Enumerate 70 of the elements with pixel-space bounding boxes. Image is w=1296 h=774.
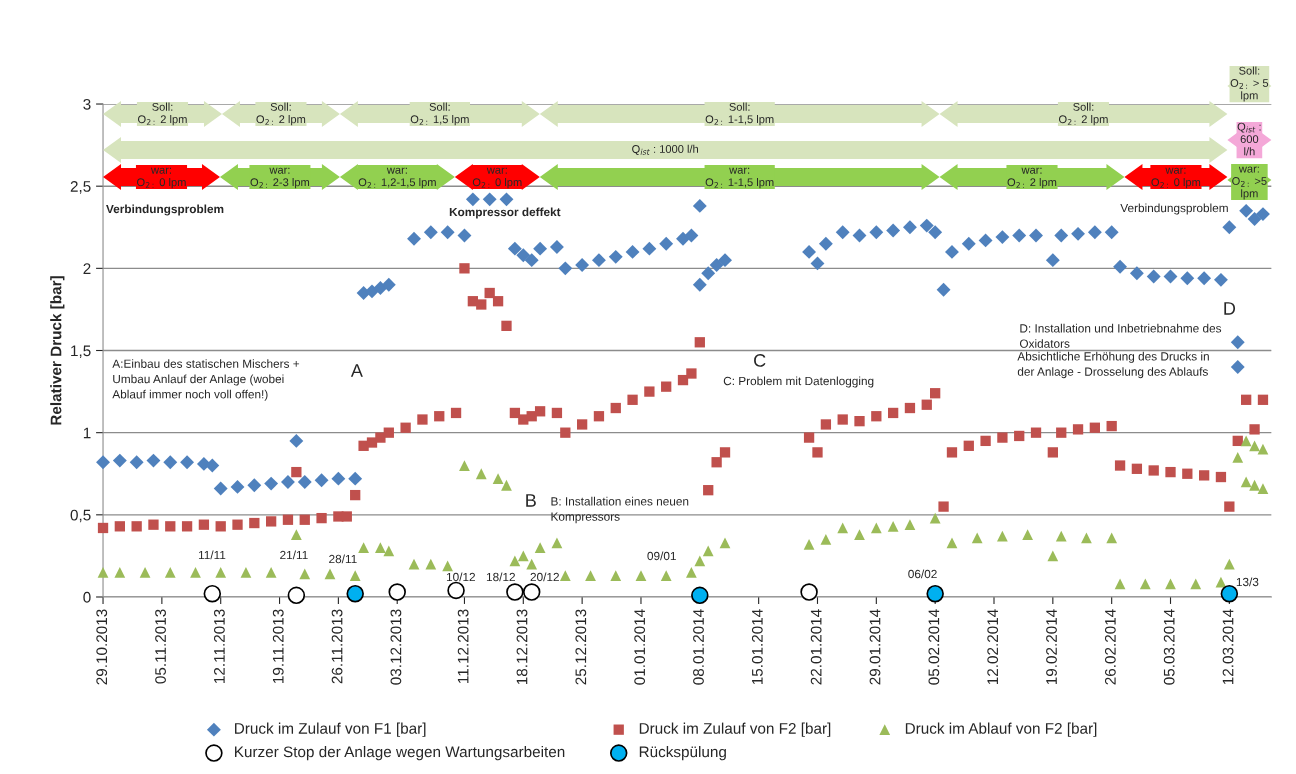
x-tick-label: 26.11.2013 <box>331 609 343 684</box>
annotation: 11/11 <box>198 550 226 560</box>
annotation: Absichtliche Erhöhung des Drucks in der Anlage - Drosselung des Ablaufs <box>1017 351 1209 379</box>
x-tick-label: 19.11.2013 <box>272 609 284 683</box>
legend-label: Druck im Zulauf von F2 [bar] <box>639 722 831 737</box>
legend-label: Rückspülung <box>639 746 726 761</box>
y-tick-label: 0 <box>83 591 91 603</box>
y-tick-label: 1 <box>83 427 91 439</box>
annotation: war: O$_{2:}$ 2 lpm <box>1007 167 1057 189</box>
annotation: B <box>526 494 536 507</box>
annotation: D <box>1224 302 1236 315</box>
y-tick-label: 3 <box>83 98 91 110</box>
annotation: Kompressor deffekt <box>449 207 561 219</box>
x-tick-label: 12.02.2014 <box>987 609 999 685</box>
x-tick-label: 25.12.2013 <box>575 609 587 685</box>
annotation: war: O$_{2:}$ 0 lpm <box>1151 167 1201 189</box>
y-tick-label: 0,5 <box>70 509 91 523</box>
annotation: war: O$_{2:}$ 0 lpm <box>472 167 522 189</box>
text: Soll: O$_{2:}$ > 5 lpm <box>1230 66 1269 102</box>
x-tick-label: 08.01.2014 <box>693 609 704 685</box>
y-axis-title: Relativer Druck [bar] <box>50 276 65 425</box>
annotation: war: O$_{2:}$ >5 lpm <box>1232 166 1267 200</box>
annotation: 10/12 <box>446 572 476 582</box>
annotation: war: O$_{2:}$ 2-3 lpm <box>250 167 310 189</box>
x-tick-label: 12.11.2013 <box>213 609 225 683</box>
legend-label: Druck im Zulauf von F1 [bar] <box>235 722 426 737</box>
x-tick-label: 19.02.2014 <box>1046 609 1057 685</box>
x-tick-label: 12.03.2014 <box>1222 609 1234 685</box>
legend-label: Kurzer Stop der Anlage wegen Wartungsarbeiten <box>235 746 565 761</box>
y-tick-label: 2 <box>83 263 91 274</box>
x-tick-label: 29.10.2013 <box>96 609 108 685</box>
y-tick-label: 2,5 <box>70 181 91 194</box>
annotation: C: Problem mit Datenlogging <box>723 376 874 388</box>
annotation: 20/12 <box>530 572 559 582</box>
x-tick-label: 26.02.2014 <box>1104 609 1116 685</box>
annotation: 21/11 <box>280 550 308 560</box>
annotation: Q$_{ist}$ : 600 l/h <box>1237 122 1261 156</box>
x-tick-label: 18.12.2013 <box>516 609 528 685</box>
annotation: B: Installation eines neuen Kompressors <box>551 496 689 524</box>
x-tick-label: 15.01.2014 <box>751 609 763 685</box>
x-tick-label: 29.01.2014 <box>869 609 881 685</box>
annotation: Verbindungsproblem <box>106 204 224 216</box>
x-tick-label: 05.02.2014 <box>928 609 940 685</box>
annotation: 28/11 <box>329 554 357 564</box>
annotation: A:Einbau des statischen Mischers + Umbau Anlauf der Anlage (wobei Ablauf immer noch voll offen!) <box>112 359 300 401</box>
annotation: Soll: O$_{2:}$ 2 lpm <box>1059 102 1108 126</box>
annotation: 06/02 <box>908 569 937 579</box>
text: war: O$_{2:}$ 1-1,5 lpm <box>705 167 774 189</box>
annotation: Q$_{ist}$ : 1000 l/h <box>632 144 698 155</box>
x-tick-label: 11.12.2013 <box>457 609 469 683</box>
legend-label: Druck im Ablauf von F2 [bar] <box>905 722 1097 737</box>
annotation: 09/01 <box>647 551 676 561</box>
annotation: 13/3 <box>1236 577 1259 587</box>
annotation: D: Installation und Inbetriebnahme des Oxidators <box>1019 323 1222 348</box>
annotation: 18/12 <box>486 572 515 582</box>
y-tick-label: 1,5 <box>71 345 91 358</box>
text: Soll: O$_{2:}$ 1-1,5 lpm <box>705 102 774 126</box>
annotation: C <box>754 354 766 367</box>
annotation: A <box>350 364 363 377</box>
x-tick-label: 05.11.2013 <box>155 609 166 684</box>
annotation: Verbindungsproblem <box>1120 203 1228 215</box>
text: war: O$_{2:}$ 1,2-1,5 lpm <box>358 167 436 189</box>
x-tick-label: 22.01.2014 <box>810 609 822 685</box>
x-tick-label: 05.03.2014 <box>1163 609 1175 685</box>
annotation: war: O$_{2:}$ 0 lpm <box>137 167 186 189</box>
annotation: Soll: O$_{2:}$ 2 lpm <box>138 102 187 126</box>
x-tick-label: 03.12.2013 <box>390 609 402 685</box>
x-tick-label: 01.01.2014 <box>634 609 646 685</box>
annotation: Soll: O$_{2:}$ 2 lpm <box>256 102 306 126</box>
annotation: Soll: O$_{2:}$ 1,5 lpm <box>410 102 469 126</box>
